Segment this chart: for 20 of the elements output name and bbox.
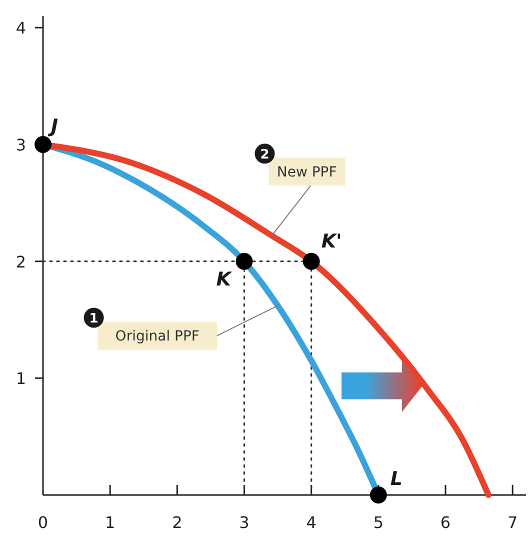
x-tick-label: 7: [507, 513, 518, 532]
y-tick-label: 2: [16, 252, 26, 272]
y-tick-label: 4: [16, 18, 26, 38]
annotation: Original PPF: [115, 328, 200, 345]
x-tick-label: 1: [104, 513, 116, 532]
x-tick-label: 3: [239, 513, 250, 532]
annotation: K: [216, 268, 232, 290]
y-tick-label: 3: [16, 136, 26, 155]
annotation: J: [47, 116, 58, 138]
y-tick-label: 1: [16, 369, 26, 388]
x-tick-label: 4: [306, 513, 316, 532]
annotation: 1: [89, 312, 98, 327]
x-tick-label: 6: [440, 513, 451, 532]
x-tick-label: 2: [172, 513, 182, 532]
annotation: L: [390, 468, 403, 490]
annotation: K': [321, 230, 342, 252]
x-tick-label: 0: [38, 513, 48, 532]
annotation: New PPF: [276, 164, 337, 181]
annotation: 2: [260, 148, 270, 163]
x-tick-label: 5: [373, 513, 384, 532]
